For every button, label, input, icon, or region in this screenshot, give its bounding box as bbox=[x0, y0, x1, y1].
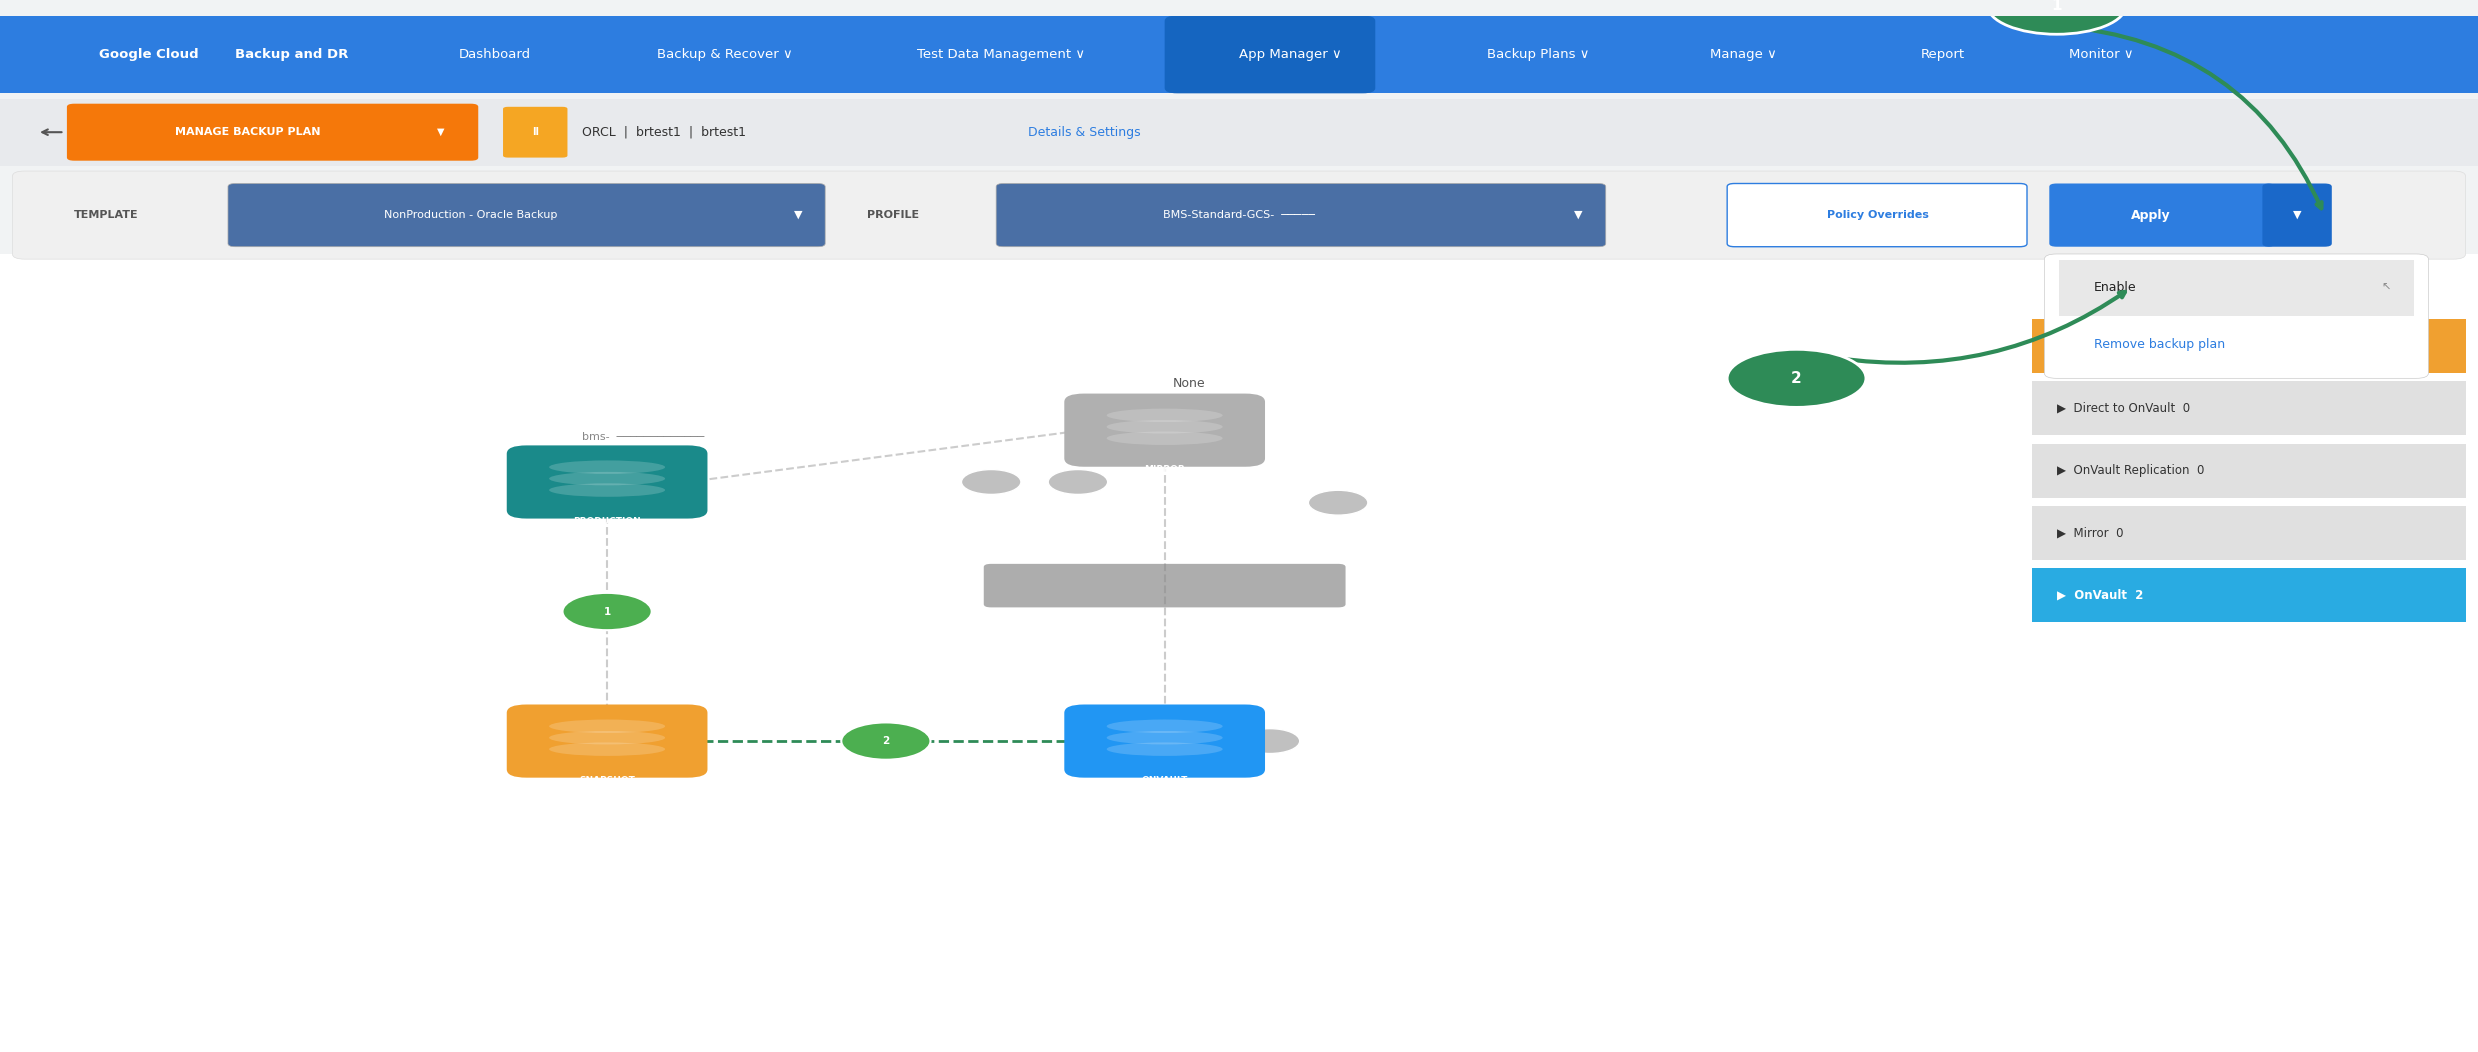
Text: SNAPSHOT: SNAPSHOT bbox=[580, 776, 634, 785]
Text: Policy Overrides: Policy Overrides bbox=[1826, 210, 1930, 220]
Text: Test Data Management ∨: Test Data Management ∨ bbox=[917, 48, 1085, 61]
Ellipse shape bbox=[550, 483, 664, 497]
FancyBboxPatch shape bbox=[1165, 16, 1375, 94]
Text: ▼: ▼ bbox=[1574, 210, 1583, 220]
FancyBboxPatch shape bbox=[228, 183, 825, 247]
Text: ▼: ▼ bbox=[2292, 210, 2302, 220]
FancyBboxPatch shape bbox=[984, 564, 1346, 607]
FancyBboxPatch shape bbox=[2032, 444, 2466, 498]
Text: Manage ∨: Manage ∨ bbox=[1710, 48, 1777, 61]
Ellipse shape bbox=[1108, 743, 1222, 756]
Ellipse shape bbox=[550, 461, 664, 473]
FancyBboxPatch shape bbox=[0, 254, 2478, 1052]
FancyBboxPatch shape bbox=[2049, 183, 2275, 247]
Circle shape bbox=[1048, 469, 1108, 494]
Text: App Manager ∨: App Manager ∨ bbox=[1239, 48, 1341, 61]
Ellipse shape bbox=[1108, 731, 1222, 745]
Text: Apply: Apply bbox=[2131, 208, 2171, 222]
Text: ▶  Snapshot  1: ▶ Snapshot 1 bbox=[2057, 340, 2153, 352]
FancyBboxPatch shape bbox=[2059, 260, 2414, 317]
Ellipse shape bbox=[550, 743, 664, 756]
Text: TEMPLATE: TEMPLATE bbox=[74, 210, 139, 220]
Text: ▶  OnVault  2: ▶ OnVault 2 bbox=[2057, 588, 2143, 602]
Text: Google Cloud: Google Cloud bbox=[99, 48, 198, 61]
Circle shape bbox=[1727, 349, 1866, 407]
Ellipse shape bbox=[1108, 720, 1222, 733]
Text: BMS-Standard-GCS-  ─────: BMS-Standard-GCS- ───── bbox=[1162, 210, 1316, 220]
Text: MANAGE BACKUP PLAN: MANAGE BACKUP PLAN bbox=[176, 127, 320, 137]
Text: ▶  OnVault Replication  0: ▶ OnVault Replication 0 bbox=[2057, 464, 2203, 477]
Text: Backup & Recover ∨: Backup & Recover ∨ bbox=[657, 48, 793, 61]
Text: Remove backup plan: Remove backup plan bbox=[2094, 338, 2225, 351]
Text: MIRROR: MIRROR bbox=[1145, 465, 1184, 474]
FancyBboxPatch shape bbox=[0, 99, 2478, 166]
Ellipse shape bbox=[1108, 408, 1222, 422]
Circle shape bbox=[840, 723, 932, 760]
Text: Details & Settings: Details & Settings bbox=[1028, 125, 1140, 139]
FancyBboxPatch shape bbox=[0, 16, 2478, 94]
Text: 2: 2 bbox=[1792, 371, 1802, 386]
FancyBboxPatch shape bbox=[996, 183, 1606, 247]
Text: ONVAULT: ONVAULT bbox=[1142, 776, 1187, 785]
Ellipse shape bbox=[1108, 420, 1222, 433]
Text: ↖: ↖ bbox=[2381, 283, 2391, 292]
Circle shape bbox=[961, 469, 1021, 494]
FancyBboxPatch shape bbox=[67, 104, 478, 161]
FancyBboxPatch shape bbox=[12, 171, 2466, 259]
FancyBboxPatch shape bbox=[1727, 183, 2027, 247]
Text: ▼: ▼ bbox=[436, 127, 446, 137]
FancyBboxPatch shape bbox=[1063, 705, 1264, 777]
FancyBboxPatch shape bbox=[506, 445, 709, 519]
Ellipse shape bbox=[550, 731, 664, 745]
Text: 1: 1 bbox=[605, 607, 610, 616]
FancyBboxPatch shape bbox=[506, 705, 709, 777]
Text: II: II bbox=[533, 127, 538, 137]
Circle shape bbox=[1308, 490, 1368, 515]
Text: Enable: Enable bbox=[2094, 281, 2136, 295]
FancyBboxPatch shape bbox=[503, 107, 567, 158]
Text: PROFILE: PROFILE bbox=[867, 210, 919, 220]
Text: ▶  Mirror  0: ▶ Mirror 0 bbox=[2057, 526, 2124, 540]
Text: PRODUCTION: PRODUCTION bbox=[572, 517, 642, 526]
Text: 1: 1 bbox=[2052, 0, 2062, 13]
Text: Backup and DR: Backup and DR bbox=[235, 48, 349, 61]
Text: Backup Plans ∨: Backup Plans ∨ bbox=[1487, 48, 1588, 61]
Circle shape bbox=[563, 593, 652, 630]
Text: ORCL  |  brtest1  |  brtest1: ORCL | brtest1 | brtest1 bbox=[582, 125, 746, 139]
Text: ▼: ▼ bbox=[793, 210, 803, 220]
FancyBboxPatch shape bbox=[2032, 568, 2466, 622]
Text: NonProduction - Oracle Backup: NonProduction - Oracle Backup bbox=[384, 210, 558, 220]
FancyBboxPatch shape bbox=[2032, 506, 2466, 560]
Circle shape bbox=[1239, 729, 1298, 753]
FancyBboxPatch shape bbox=[2044, 254, 2428, 379]
Ellipse shape bbox=[1108, 431, 1222, 445]
FancyBboxPatch shape bbox=[2032, 319, 2466, 373]
Text: bms-  ─────────────: bms- ───────────── bbox=[582, 431, 704, 442]
Text: Monitor ∨: Monitor ∨ bbox=[2069, 48, 2134, 61]
Ellipse shape bbox=[550, 720, 664, 733]
Text: ○  Policies: ○ Policies bbox=[2057, 308, 2136, 324]
FancyBboxPatch shape bbox=[2262, 183, 2332, 247]
Text: None: None bbox=[1172, 377, 1207, 389]
FancyBboxPatch shape bbox=[1063, 393, 1264, 467]
Text: ▶  Direct to OnVault  0: ▶ Direct to OnVault 0 bbox=[2057, 402, 2191, 414]
FancyBboxPatch shape bbox=[2032, 382, 2466, 436]
Text: Report: Report bbox=[1920, 48, 1965, 61]
Text: Dashboard: Dashboard bbox=[458, 48, 530, 61]
Text: 2: 2 bbox=[882, 736, 890, 746]
Circle shape bbox=[1987, 0, 2126, 35]
Ellipse shape bbox=[550, 472, 664, 485]
